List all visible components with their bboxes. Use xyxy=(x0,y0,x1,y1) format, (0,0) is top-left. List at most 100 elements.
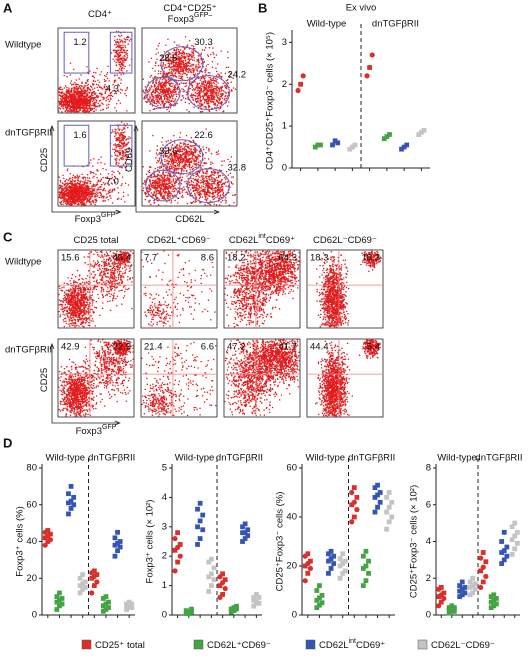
event-dot xyxy=(206,197,209,200)
event-dot xyxy=(79,97,81,100)
event-dot xyxy=(77,91,80,94)
event-dot xyxy=(116,43,118,46)
event-dot xyxy=(225,97,228,100)
event-dot xyxy=(208,76,211,79)
event-dot xyxy=(110,52,113,54)
event-dot xyxy=(159,72,162,75)
event-dot xyxy=(76,182,78,184)
event-dot xyxy=(217,175,220,178)
event-dot xyxy=(202,164,204,167)
event-dot xyxy=(116,53,119,56)
event-dot xyxy=(188,55,190,58)
event-dot xyxy=(89,70,91,72)
event-dot xyxy=(159,167,161,170)
event-dot xyxy=(66,86,68,89)
event-dot xyxy=(120,138,122,140)
event-dot xyxy=(105,99,107,102)
event-dot xyxy=(164,80,167,82)
event-dot xyxy=(224,178,227,181)
event-dot xyxy=(175,90,177,93)
event-dot xyxy=(86,84,89,87)
event-dot xyxy=(148,201,150,203)
event-dot xyxy=(210,91,212,94)
event-dot xyxy=(74,177,77,179)
event-dot xyxy=(117,133,120,135)
event-dot xyxy=(191,44,193,47)
event-dot xyxy=(215,80,217,82)
event-dot xyxy=(204,68,207,70)
event-dot xyxy=(97,96,99,99)
event-dot xyxy=(117,90,120,92)
event-dot xyxy=(105,107,108,109)
event-dot xyxy=(61,88,64,91)
event-dot xyxy=(122,142,124,144)
event-dot xyxy=(222,90,225,92)
event-dot xyxy=(167,78,170,81)
event-dot xyxy=(81,95,83,97)
event-dot xyxy=(145,195,148,198)
event-dot xyxy=(120,82,122,84)
event-dot xyxy=(181,52,184,55)
event-dot xyxy=(165,89,168,92)
event-dot xyxy=(59,97,62,100)
event-dot xyxy=(104,163,106,165)
event-dot xyxy=(149,97,151,99)
event-dot xyxy=(209,53,212,56)
event-dot xyxy=(216,191,219,193)
event-dot xyxy=(113,188,116,190)
event-dot xyxy=(114,92,116,95)
event-dot xyxy=(70,180,73,183)
event-dot xyxy=(69,187,71,190)
event-dot xyxy=(197,87,199,90)
event-dot xyxy=(97,84,100,86)
event-dot xyxy=(70,197,73,200)
event-dot xyxy=(72,184,75,187)
event-dot xyxy=(66,202,69,205)
event-dot xyxy=(191,50,193,52)
event-dot xyxy=(200,193,203,195)
event-dot xyxy=(114,74,116,77)
event-dot xyxy=(96,177,98,179)
event-dot xyxy=(94,190,96,192)
event-dot xyxy=(178,144,181,147)
event-dot xyxy=(214,103,216,105)
event-dot xyxy=(59,179,62,182)
event-dot xyxy=(215,204,218,206)
event-dot xyxy=(160,98,163,101)
event-dot xyxy=(186,55,188,57)
event-dot xyxy=(160,166,163,169)
event-dot xyxy=(115,61,117,64)
event-dot xyxy=(225,185,227,187)
event-dot xyxy=(90,203,93,205)
event-dot xyxy=(156,58,158,61)
event-dot xyxy=(210,97,212,100)
event-dot xyxy=(214,96,216,99)
event-dot xyxy=(114,158,116,160)
event-dot xyxy=(93,93,96,95)
event-dot xyxy=(203,78,206,80)
event-dot xyxy=(113,144,115,146)
event-dot xyxy=(78,175,81,177)
event-dot xyxy=(199,196,201,199)
event-dot xyxy=(78,110,80,113)
event-dot xyxy=(158,98,161,101)
event-dot xyxy=(64,202,67,204)
event-dot xyxy=(126,55,129,57)
event-dot xyxy=(170,200,173,202)
event-dot xyxy=(58,107,60,109)
event-dot xyxy=(75,98,77,100)
event-dot xyxy=(96,162,99,164)
event-dot xyxy=(151,179,154,182)
event-dot xyxy=(144,192,146,195)
event-dot xyxy=(224,72,227,75)
event-dot xyxy=(87,78,89,81)
event-dot xyxy=(125,58,128,60)
event-dot xyxy=(200,179,202,182)
event-dot xyxy=(146,94,149,96)
event-dot xyxy=(121,39,123,42)
event-dot xyxy=(168,103,171,106)
event-dot xyxy=(89,97,92,100)
event-dot xyxy=(221,89,223,91)
event-dot xyxy=(171,96,173,98)
